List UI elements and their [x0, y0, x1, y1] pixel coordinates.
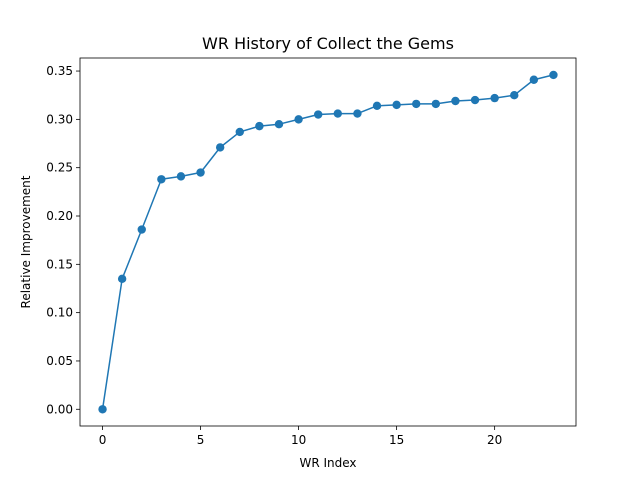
axis-ticks: 0 5 10 15 20 0.00 0.05 0.10 0.15 0.20 0.25 0.30 0.35	[46, 57, 577, 447]
y-tick-label: 0.05	[46, 354, 73, 368]
plot-area	[98, 70, 558, 414]
x-tick-label: 20	[487, 433, 502, 447]
y-tick-label: 0.00	[46, 402, 73, 416]
data-point	[137, 225, 146, 234]
x-tick-label: 5	[197, 433, 205, 447]
data-point	[117, 274, 127, 284]
data-point	[431, 99, 441, 109]
x-tick-label: 10	[291, 433, 306, 447]
y-tick-label: 0.10	[46, 306, 73, 320]
y-tick-label: 0.20	[46, 209, 73, 223]
x-tick-label: 15	[389, 433, 404, 447]
data-point	[98, 405, 107, 414]
data-point	[490, 93, 499, 103]
y-tick-label: 0.35	[46, 64, 73, 78]
chart-title: WR History of Collect the Gems	[202, 34, 454, 53]
data-point	[470, 95, 480, 105]
y-tick-label: 0.25	[46, 161, 73, 175]
y-tick-label: 0.30	[46, 112, 73, 126]
y-tick-label: 0.15	[46, 257, 73, 271]
data-point	[412, 99, 421, 109]
data-point	[392, 100, 401, 110]
data-point	[549, 70, 558, 80]
data-point	[294, 115, 303, 124]
data-point	[314, 110, 323, 119]
data-point	[529, 75, 539, 84]
series-line	[101, 74, 554, 410]
data-point	[353, 109, 362, 118]
data-point	[333, 109, 342, 118]
axes-frame	[79, 57, 577, 427]
data-point	[255, 121, 264, 131]
data-point	[176, 172, 186, 181]
y-axis-label: Relative Improvement	[19, 175, 33, 308]
data-point	[510, 91, 519, 100]
data-point	[235, 127, 244, 137]
data-point	[215, 143, 225, 152]
data-point	[157, 175, 166, 184]
x-axis-label: WR Index	[299, 456, 356, 470]
data-point	[451, 96, 460, 106]
data-point	[372, 101, 382, 111]
data-point	[196, 168, 205, 177]
data-point	[274, 120, 284, 129]
x-tick-label: 0	[99, 433, 107, 447]
